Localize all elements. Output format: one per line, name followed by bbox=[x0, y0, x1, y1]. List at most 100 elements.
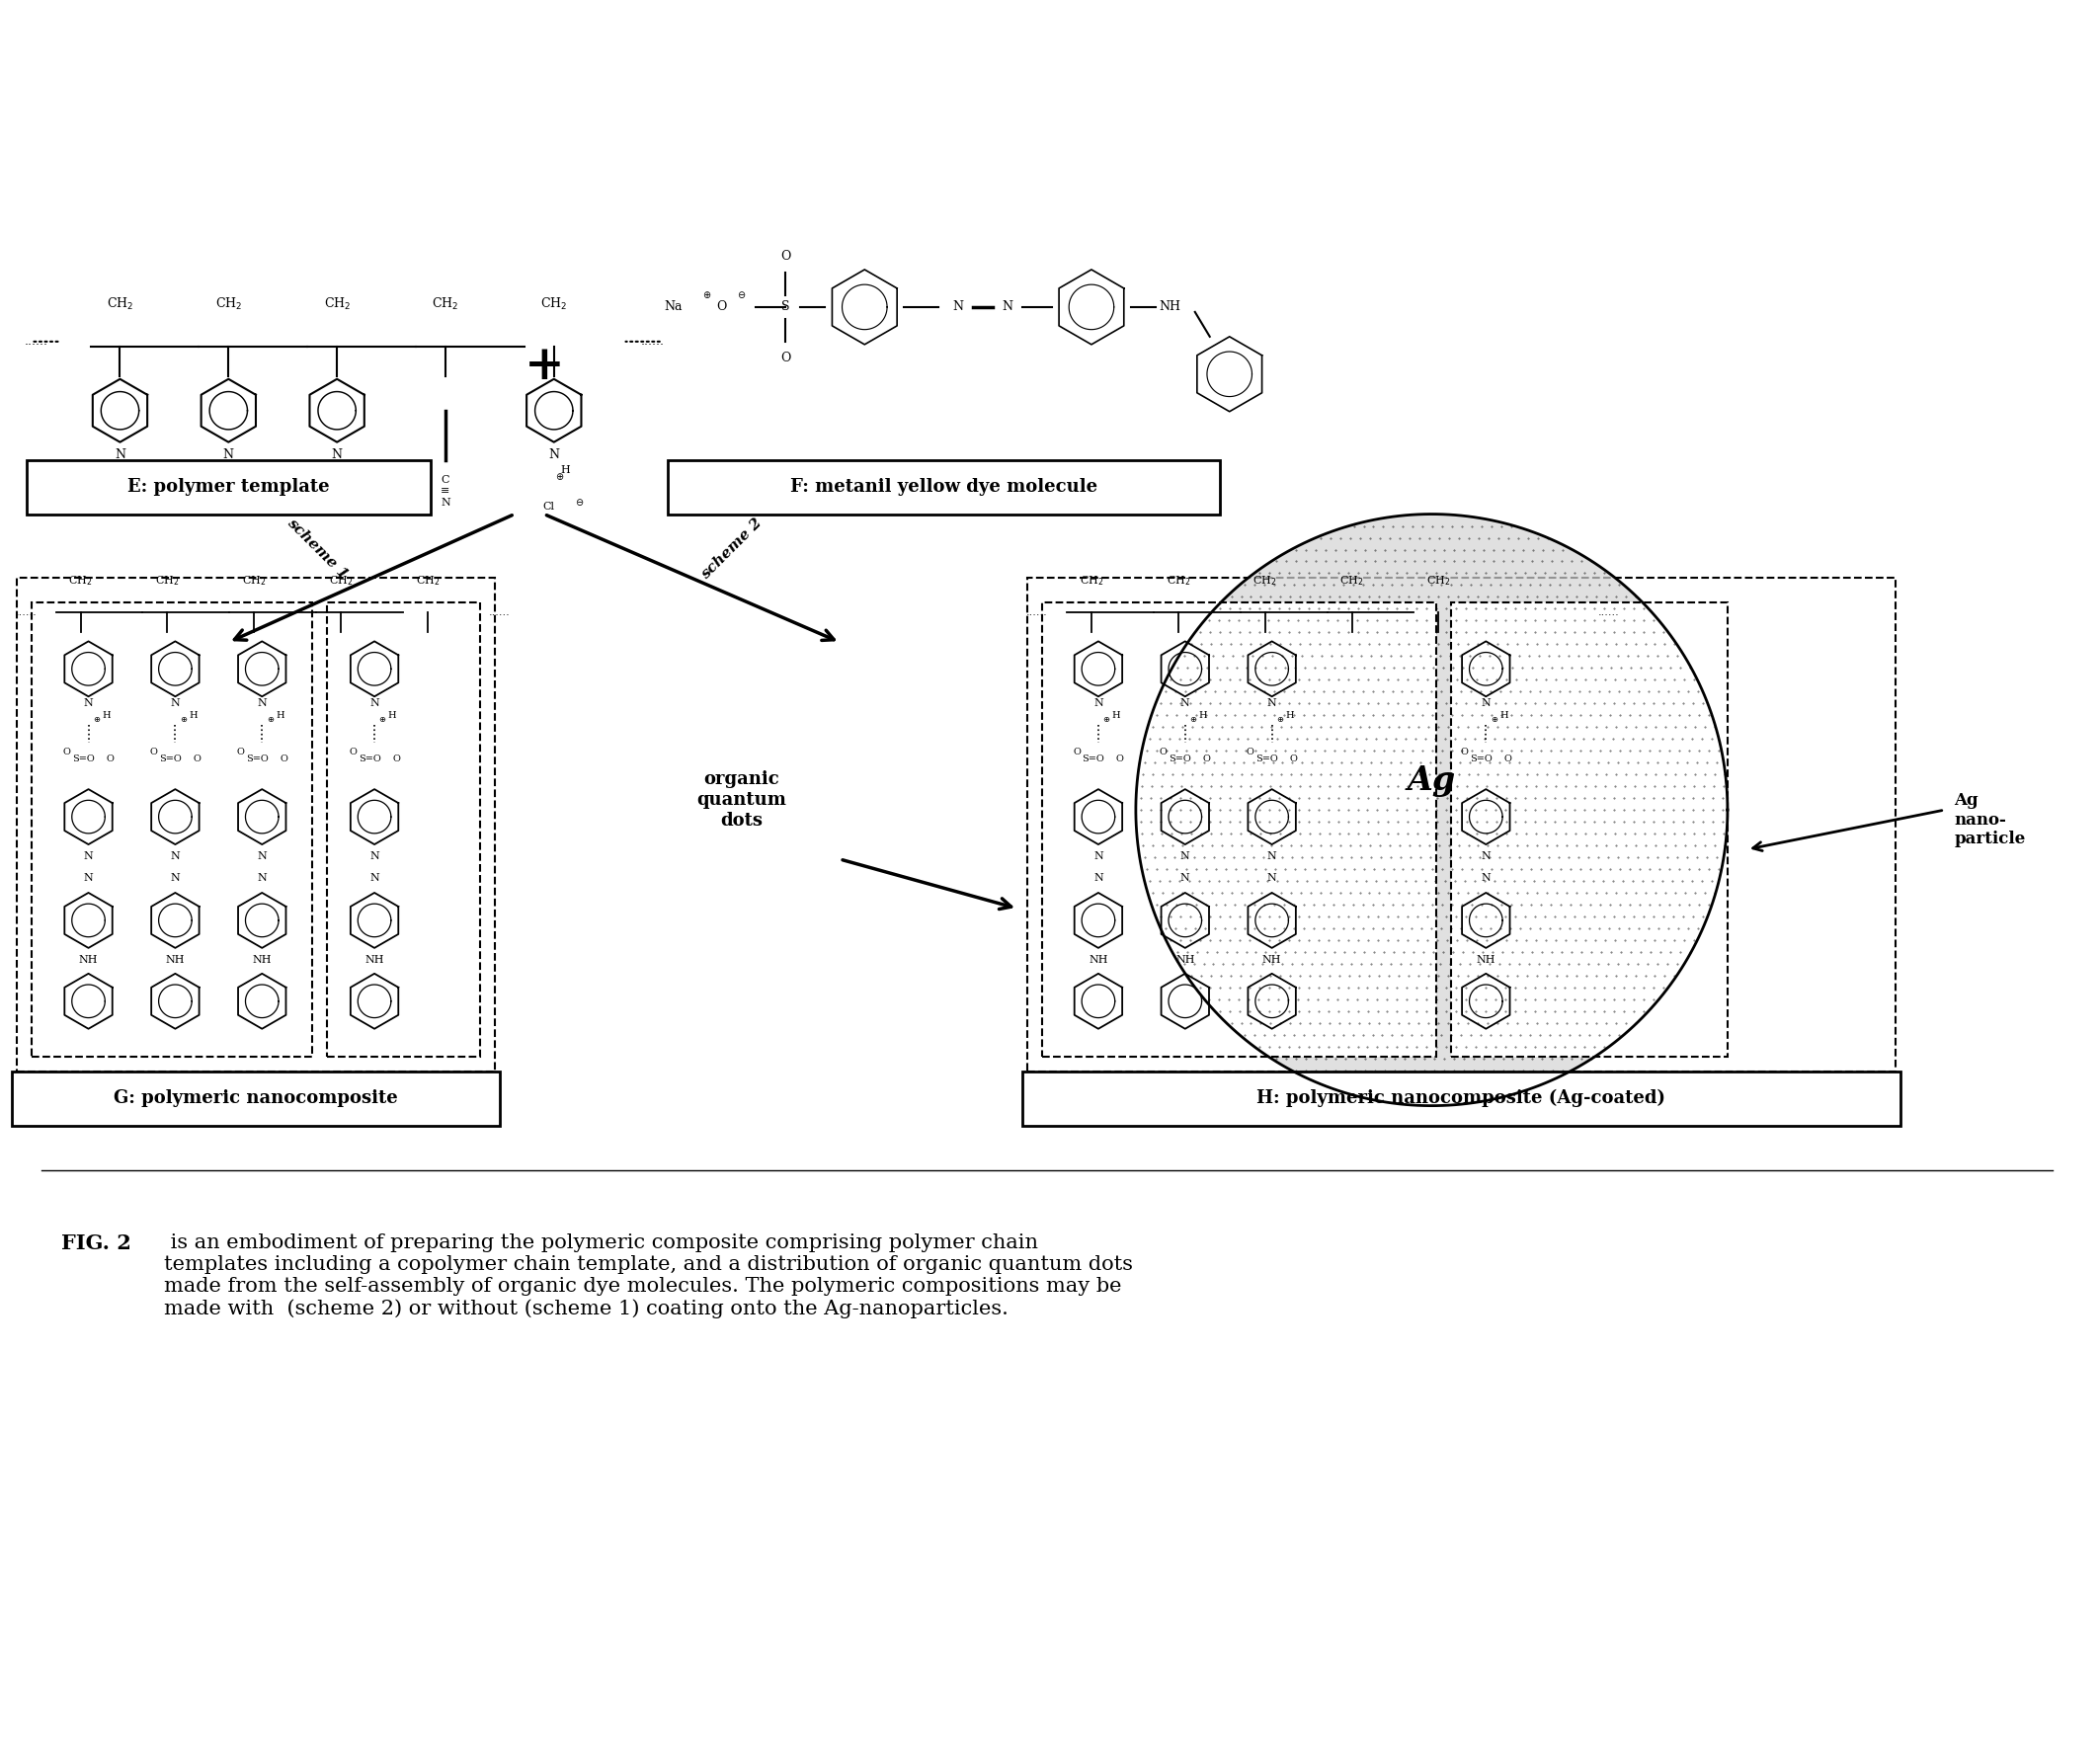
Text: ⊖: ⊖ bbox=[141, 498, 149, 507]
Text: S=O: S=O bbox=[1470, 755, 1493, 764]
Text: FIG. 2: FIG. 2 bbox=[61, 1234, 130, 1253]
Text: CH$_2$: CH$_2$ bbox=[69, 575, 92, 587]
Text: H: H bbox=[1199, 711, 1207, 720]
Text: N: N bbox=[1266, 851, 1277, 862]
Text: O: O bbox=[1159, 748, 1168, 757]
Text: Cl: Cl bbox=[218, 502, 229, 510]
Text: O: O bbox=[1245, 748, 1254, 757]
Text: O: O bbox=[1504, 755, 1512, 764]
Text: N: N bbox=[84, 699, 92, 708]
Text: E: polymer template: E: polymer template bbox=[128, 477, 330, 495]
Text: N: N bbox=[1094, 699, 1102, 708]
Text: H: H bbox=[344, 465, 353, 475]
Text: N: N bbox=[370, 851, 380, 862]
Text: N: N bbox=[1002, 301, 1012, 313]
Text: N: N bbox=[1266, 699, 1277, 708]
Text: NH: NH bbox=[166, 954, 185, 965]
Text: CH$_2$: CH$_2$ bbox=[107, 295, 134, 311]
Text: O: O bbox=[781, 351, 792, 364]
Text: O: O bbox=[237, 748, 244, 757]
Text: N: N bbox=[1480, 851, 1491, 862]
FancyBboxPatch shape bbox=[17, 579, 496, 1072]
Text: S=O: S=O bbox=[1082, 755, 1105, 764]
Text: ......: ...... bbox=[640, 336, 664, 348]
FancyBboxPatch shape bbox=[1451, 603, 1728, 1056]
Text: N: N bbox=[223, 447, 233, 461]
Text: Ag
nano-
particle: Ag nano- particle bbox=[1955, 792, 2026, 848]
Text: O: O bbox=[1073, 748, 1081, 757]
Text: CH$_2$: CH$_2$ bbox=[1166, 575, 1191, 587]
Text: N: N bbox=[84, 851, 92, 862]
Text: ⊕: ⊕ bbox=[1491, 715, 1497, 724]
Text: CH$_2$: CH$_2$ bbox=[330, 575, 353, 587]
Text: O: O bbox=[63, 748, 71, 757]
Text: Ag: Ag bbox=[1407, 764, 1455, 797]
Text: N: N bbox=[332, 447, 342, 461]
Text: organic
quantum
dots: organic quantum dots bbox=[697, 771, 785, 830]
Text: NH: NH bbox=[365, 954, 384, 965]
Text: NH: NH bbox=[1262, 954, 1281, 965]
Text: ⊖: ⊖ bbox=[737, 290, 746, 301]
Text: ⊕: ⊕ bbox=[267, 715, 273, 724]
Text: H: H bbox=[275, 711, 284, 720]
Text: S=O: S=O bbox=[71, 755, 94, 764]
Text: H: H bbox=[1499, 711, 1508, 720]
Text: ⊕: ⊕ bbox=[554, 472, 563, 482]
Text: N: N bbox=[548, 447, 559, 461]
Text: CH$_2$: CH$_2$ bbox=[540, 295, 567, 311]
Text: O: O bbox=[279, 755, 288, 764]
Text: ⊖: ⊖ bbox=[575, 498, 582, 507]
Text: F: metanil yellow dye molecule: F: metanil yellow dye molecule bbox=[790, 477, 1096, 495]
Text: N: N bbox=[1094, 872, 1102, 883]
Text: ⊕: ⊕ bbox=[1189, 715, 1197, 724]
Text: O: O bbox=[149, 748, 158, 757]
Text: ⊖: ⊖ bbox=[250, 498, 256, 507]
FancyBboxPatch shape bbox=[1042, 603, 1436, 1056]
Text: H: H bbox=[189, 711, 197, 720]
Text: CH$_2$: CH$_2$ bbox=[155, 575, 178, 587]
Text: ⊕: ⊕ bbox=[181, 715, 187, 724]
Text: N: N bbox=[1480, 699, 1491, 708]
Text: N: N bbox=[84, 872, 92, 883]
Text: ......: ...... bbox=[1598, 608, 1619, 617]
Text: +: + bbox=[523, 343, 565, 390]
Text: N: N bbox=[370, 872, 380, 883]
Text: N: N bbox=[1480, 872, 1491, 883]
Text: S=O: S=O bbox=[1256, 755, 1279, 764]
Text: O: O bbox=[1115, 755, 1123, 764]
Text: O: O bbox=[107, 755, 113, 764]
Text: O: O bbox=[193, 755, 202, 764]
Text: Cl: Cl bbox=[544, 502, 554, 510]
Text: CH$_2$: CH$_2$ bbox=[416, 575, 439, 587]
Text: ⊕: ⊕ bbox=[1102, 715, 1109, 724]
Text: is an embodiment of preparing the polymeric composite comprising polymer chain
t: is an embodiment of preparing the polyme… bbox=[164, 1234, 1134, 1318]
Text: ⊖: ⊖ bbox=[357, 498, 365, 507]
Text: CH$_2$: CH$_2$ bbox=[433, 295, 460, 311]
Text: H: H bbox=[561, 465, 571, 475]
Text: N: N bbox=[370, 699, 380, 708]
Text: ⊕: ⊕ bbox=[704, 290, 710, 301]
FancyBboxPatch shape bbox=[1023, 1072, 1901, 1126]
Text: N: N bbox=[953, 301, 964, 313]
Text: G: polymeric nanocomposite: G: polymeric nanocomposite bbox=[113, 1089, 399, 1106]
Text: C
≡
N: C ≡ N bbox=[441, 475, 449, 507]
Text: S: S bbox=[781, 301, 790, 313]
Text: N: N bbox=[1180, 851, 1191, 862]
Text: H: H bbox=[388, 711, 397, 720]
Text: N: N bbox=[1180, 699, 1191, 708]
FancyBboxPatch shape bbox=[1027, 579, 1894, 1072]
Text: ⊕: ⊕ bbox=[92, 715, 101, 724]
FancyBboxPatch shape bbox=[328, 603, 481, 1056]
Text: H: H bbox=[103, 711, 111, 720]
Text: ......: ...... bbox=[25, 336, 48, 348]
Text: ⊕: ⊕ bbox=[338, 472, 346, 482]
Text: H: H bbox=[1111, 711, 1119, 720]
Text: ⊕: ⊕ bbox=[229, 472, 237, 482]
Text: Cl: Cl bbox=[326, 502, 338, 510]
Text: N: N bbox=[1094, 851, 1102, 862]
Text: N: N bbox=[170, 851, 181, 862]
FancyBboxPatch shape bbox=[27, 460, 430, 514]
Text: ⊕: ⊕ bbox=[122, 472, 128, 482]
Text: O: O bbox=[1203, 755, 1212, 764]
Text: S=O: S=O bbox=[246, 755, 269, 764]
